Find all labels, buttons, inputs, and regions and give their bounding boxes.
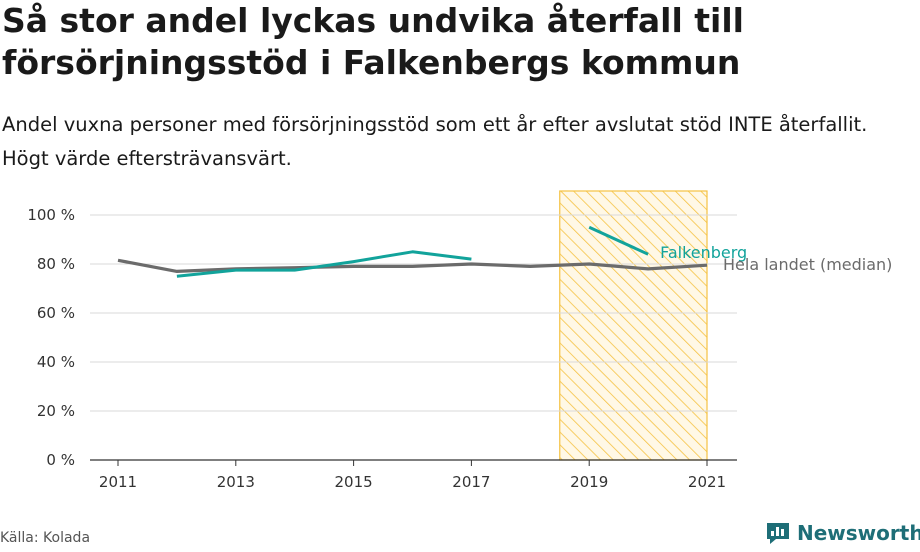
median-line	[117, 258, 708, 273]
chart-bubble-icon	[767, 523, 789, 544]
falkenberg-line	[588, 225, 649, 256]
y-tick-label: 40 %	[37, 353, 75, 371]
y-tick-label: 20 %	[37, 402, 75, 420]
y-tick-label: 0 %	[46, 451, 75, 469]
y-tick-label: 100 %	[27, 206, 75, 224]
falkenberg-series-label: Falkenberg	[660, 243, 747, 262]
newsworthy-logo[interactable]: Newsworthy	[765, 520, 920, 546]
falkenberg-line	[176, 250, 472, 278]
x-tick-label: 2021	[688, 473, 726, 491]
chart-subtitle: Andel vuxna personer med försörjningsstö…	[2, 113, 868, 170]
x-tick-label: 2011	[99, 473, 137, 491]
series-layer	[117, 225, 708, 278]
source-note: Källa: Kolada	[0, 530, 91, 546]
y-tick-label: 80 %	[37, 255, 75, 273]
x-tick-label: 2019	[570, 473, 608, 491]
highlight-layer	[559, 190, 708, 461]
chart-title: Så stor andel lyckas undvika återfall ti…	[2, 1, 744, 82]
y-tick-label: 60 %	[37, 304, 75, 322]
x-tick-label: 2017	[452, 473, 490, 491]
grid-layer: 0 % 20 % 40 % 60 % 80 % 100 % 2011 2013 2015 2017…	[27, 206, 737, 491]
x-tick-label: 2015	[335, 473, 373, 491]
median-series-label: Hela landet (median)	[723, 255, 892, 274]
brand-name: Newsworthy	[797, 521, 920, 545]
highlight-period	[559, 190, 708, 461]
x-tick-label: 2013	[217, 473, 255, 491]
